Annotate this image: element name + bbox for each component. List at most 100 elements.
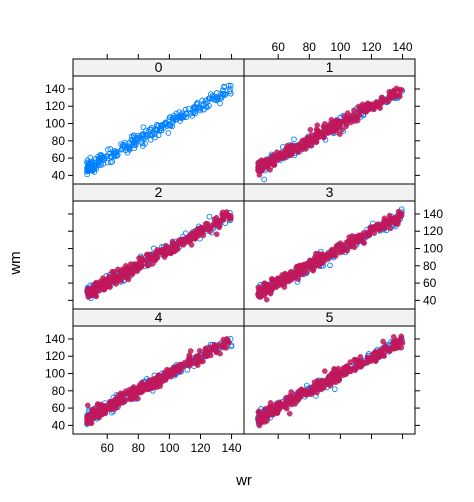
point-open	[291, 136, 297, 143]
point-filled	[279, 277, 286, 283]
point-open	[111, 153, 118, 160]
point-filled	[213, 231, 220, 238]
point-filled	[178, 364, 185, 371]
point-open	[105, 146, 111, 153]
point-filled	[359, 101, 366, 108]
point-open	[169, 123, 176, 130]
point-filled	[315, 129, 322, 136]
y-tick-label: 60	[52, 151, 66, 165]
point-open	[206, 213, 213, 220]
point-filled	[149, 381, 155, 387]
point-filled	[144, 258, 150, 264]
y-tick-label: 60	[423, 276, 437, 290]
point-open	[128, 133, 135, 140]
point-filled	[387, 225, 394, 232]
point-filled	[201, 352, 207, 359]
point-filled	[328, 370, 335, 377]
point-open	[165, 130, 172, 136]
panel-points	[255, 333, 406, 429]
point-filled	[97, 281, 104, 288]
point-filled	[149, 261, 156, 267]
point-filled	[319, 378, 325, 384]
point-filled	[170, 245, 177, 251]
point-filled	[211, 342, 218, 349]
point-filled	[255, 409, 262, 415]
point-filled	[307, 257, 313, 264]
point-open	[147, 136, 154, 143]
point-filled	[308, 132, 315, 138]
point-filled	[316, 260, 323, 267]
point-filled	[172, 365, 179, 372]
point-filled	[122, 268, 128, 274]
y-tick-label: 80	[52, 134, 66, 148]
point-filled	[364, 354, 371, 361]
point-filled	[166, 372, 172, 379]
point-open	[172, 117, 178, 123]
point-filled	[348, 119, 354, 126]
point-filled	[331, 248, 337, 255]
point-filled	[333, 367, 339, 373]
point-filled	[94, 401, 101, 407]
point-filled	[381, 353, 387, 359]
point-open	[167, 114, 173, 120]
point-filled	[138, 255, 145, 261]
point-open	[196, 104, 203, 110]
point-filled	[398, 333, 404, 340]
point-filled	[128, 270, 135, 277]
point-filled	[349, 233, 355, 239]
point-filled	[263, 296, 270, 303]
point-filled	[196, 347, 203, 354]
panel-points	[84, 82, 234, 178]
y-tick-label: 120	[45, 99, 65, 113]
point-filled	[213, 348, 219, 355]
point-filled	[357, 236, 363, 242]
point-filled	[322, 368, 328, 374]
point-filled	[322, 252, 329, 258]
point-filled	[288, 389, 295, 395]
point-filled	[314, 379, 321, 386]
point-open	[140, 124, 147, 131]
point-open	[104, 159, 111, 166]
x-axis-title: wr	[235, 472, 252, 489]
point-open	[139, 140, 146, 147]
point-open	[227, 88, 233, 95]
point-filled	[187, 358, 193, 364]
point-open	[190, 110, 196, 116]
point-open	[193, 101, 200, 107]
point-open	[142, 131, 149, 138]
point-filled	[380, 338, 386, 345]
point-filled	[103, 404, 110, 411]
point-filled	[298, 265, 305, 271]
point-filled	[102, 284, 109, 291]
point-open	[129, 137, 136, 143]
point-filled	[337, 131, 343, 137]
point-filled	[334, 119, 340, 125]
point-filled	[310, 261, 316, 267]
point-filled	[363, 108, 370, 115]
point-filled	[193, 353, 199, 360]
point-filled	[264, 162, 271, 168]
point-filled	[343, 364, 349, 370]
panel-2: 2	[72, 183, 245, 310]
x-tick-label: 120	[190, 441, 210, 455]
point-filled	[334, 243, 340, 249]
strip-label: 4	[155, 309, 163, 325]
point-filled	[135, 387, 141, 394]
point-filled	[350, 111, 357, 118]
x-tick-label: 120	[361, 40, 381, 54]
point-open	[84, 168, 90, 175]
panel-0: 0	[72, 58, 245, 185]
point-filled	[294, 147, 300, 153]
point-filled	[127, 396, 134, 402]
point-filled	[279, 151, 286, 158]
point-open	[86, 160, 93, 167]
point-filled	[108, 401, 115, 408]
y-tick-label: 120	[423, 224, 443, 238]
point-filled	[286, 410, 293, 417]
y-tick-label: 100	[423, 242, 443, 256]
point-filled	[256, 161, 263, 167]
point-filled	[283, 271, 289, 277]
point-filled	[273, 405, 279, 412]
point-filled	[217, 218, 224, 225]
